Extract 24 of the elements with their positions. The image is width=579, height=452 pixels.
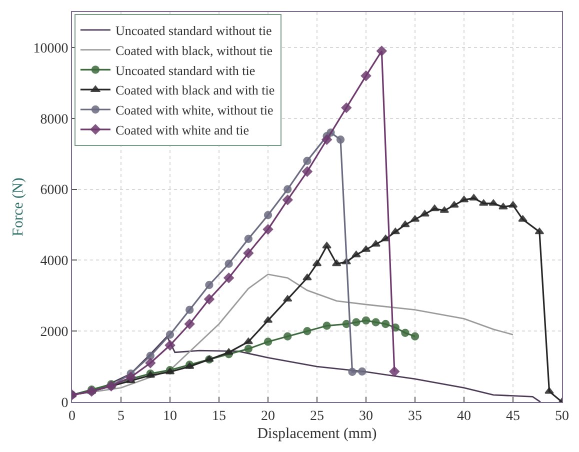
legend-label: Coated with black and with tie [115,82,275,98]
x-tick-label: 35 [408,408,422,424]
y-tick-label: 8000 [40,112,68,128]
y-tick-label: 0 [61,396,68,411]
legend-label: Coated with white and tie [115,122,250,138]
legend-label: Coated with black, without tie [115,42,273,58]
y-axis-title: Force (N) [10,178,26,236]
x-tick-label: 40 [457,408,471,424]
x-tick-label: 25 [310,408,324,424]
x-tick-label: 45 [506,408,520,424]
legend-label: Coated with white, without tie [115,102,274,118]
x-tick-label: 10 [163,408,177,424]
x-axis-title: Displacement (mm) [257,426,377,442]
legend-label: Uncoated standard without tie [115,22,272,38]
legend-label: Uncoated standard with tie [115,62,256,78]
x-tick-label: 20 [261,408,275,424]
x-tick-label: 5 [118,408,124,424]
x-tick-label: 15 [212,408,226,424]
y-tick-label: 2000 [40,324,68,340]
y-tick-label: 10000 [33,41,68,56]
y-tick-label: 6000 [40,183,68,198]
y-tick-label: 4000 [40,254,68,270]
x-tick-label: 30 [359,408,373,424]
x-tick-label: 50 [555,408,569,424]
